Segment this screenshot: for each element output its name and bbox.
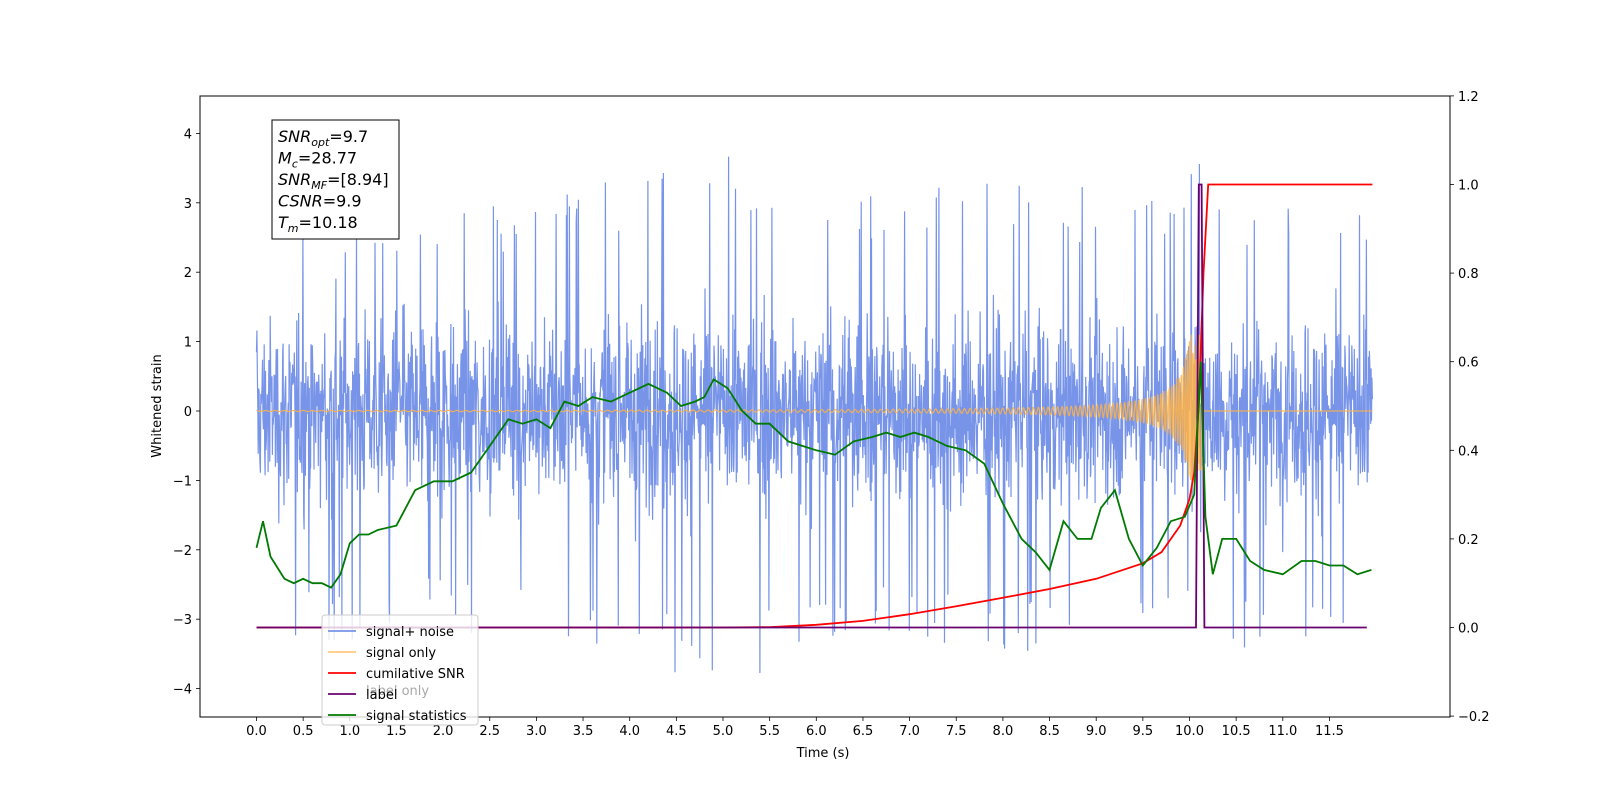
x-tick-label: 6.5 <box>853 724 874 739</box>
x-tick-label: 0.0 <box>246 724 267 739</box>
y-right-tick-label: 0.8 <box>1458 267 1479 282</box>
legend-label: cumilative SNR <box>366 667 465 682</box>
x-ticks: 0.0 0.5 1.0 1.5 2.0 2.5 3.0 3.5 4.0 4.5 5.0 5.5 6.0 6… <box>246 717 1344 739</box>
y-right-tick-label: 0.2 <box>1458 533 1479 548</box>
y-right-tick-label: 0.6 <box>1458 356 1479 371</box>
legend-label: signal only <box>366 646 436 661</box>
signal-only-line <box>256 334 1373 482</box>
label-line <box>256 183 1367 629</box>
x-tick-label: 8.0 <box>993 724 1014 739</box>
x-tick-label: 5.5 <box>759 724 780 739</box>
x-tick-label: 5.0 <box>713 724 734 739</box>
label-layer <box>256 183 1367 629</box>
y-left-tick-label: −2 <box>173 544 192 559</box>
x-tick-label: 2.5 <box>479 724 500 739</box>
x-tick-label: 10.0 <box>1175 724 1204 739</box>
x-tick-label: 8.5 <box>1039 724 1060 739</box>
legend-label: signal statistics <box>366 709 467 724</box>
y-right-tick-label: 1.2 <box>1458 90 1479 105</box>
x-tick-label: 0.5 <box>293 724 314 739</box>
annotation-line: SNRopt=9.7 <box>278 127 368 149</box>
y-left-tick-label: −4 <box>173 683 192 698</box>
x-tick-label: 3.0 <box>526 724 547 739</box>
x-axis-label: Time (s) <box>796 746 850 761</box>
x-tick-label: 4.0 <box>619 724 640 739</box>
x-tick-label: 1.0 <box>339 724 360 739</box>
x-tick-label: 3.5 <box>573 724 594 739</box>
y-ticks-left: 4 3 2 1 0 −1 −2 −3 −4 <box>173 127 200 698</box>
signal-statistics-line <box>255 361 1372 589</box>
x-tick-label: 1.5 <box>386 724 407 739</box>
x-tick-label: 2.0 <box>433 724 454 739</box>
legend-label: signal+ noise <box>366 625 454 640</box>
annotation-line: Tm=10.18 <box>278 213 358 235</box>
y-right-tick-label: 0.4 <box>1458 444 1479 459</box>
y-ticks-right: 1.2 1.0 0.8 0.6 0.4 0.2 0.0 −0.2 <box>1450 90 1490 725</box>
signal-only-layer <box>256 334 1373 482</box>
y-left-tick-label: −1 <box>173 474 192 489</box>
x-tick-label: 4.5 <box>666 724 687 739</box>
legend: label only signal+ noise signal only cumil… <box>321 614 479 726</box>
annotation-line: SNRMF=[8.94] <box>278 170 389 192</box>
annotation-line: CSNR=9.9 <box>278 192 362 211</box>
x-tick-label: 6.0 <box>806 724 827 739</box>
x-tick-label: 7.5 <box>946 724 967 739</box>
x-tick-label: 9.5 <box>1133 724 1154 739</box>
legend-label: label <box>366 688 397 703</box>
y-right-tick-label: 0.0 <box>1458 622 1479 637</box>
y-left-tick-label: 4 <box>184 127 192 142</box>
y-left-tick-label: 2 <box>184 266 192 281</box>
y-right-tick-label: 1.0 <box>1458 179 1479 194</box>
y-left-tick-label: 3 <box>184 197 192 212</box>
x-tick-label: 10.5 <box>1222 724 1251 739</box>
annotation-line: Mc=28.77 <box>278 149 357 171</box>
x-tick-label: 11.0 <box>1268 724 1297 739</box>
x-tick-label: 9.0 <box>1086 724 1107 739</box>
y-right-tick-label: −0.2 <box>1458 710 1490 725</box>
y-axis-label: Whitened strain <box>150 354 165 457</box>
y-left-tick-label: 0 <box>184 405 192 420</box>
plot-frame <box>199 95 1451 718</box>
y-left-tick-label: −3 <box>173 613 192 628</box>
signal-statistics-layer <box>255 361 1372 589</box>
legend-hidden-text: label only <box>366 684 429 699</box>
x-tick-label: 7.0 <box>899 724 920 739</box>
y-left-tick-label: 1 <box>184 336 192 351</box>
x-tick-label: 11.5 <box>1315 724 1344 739</box>
